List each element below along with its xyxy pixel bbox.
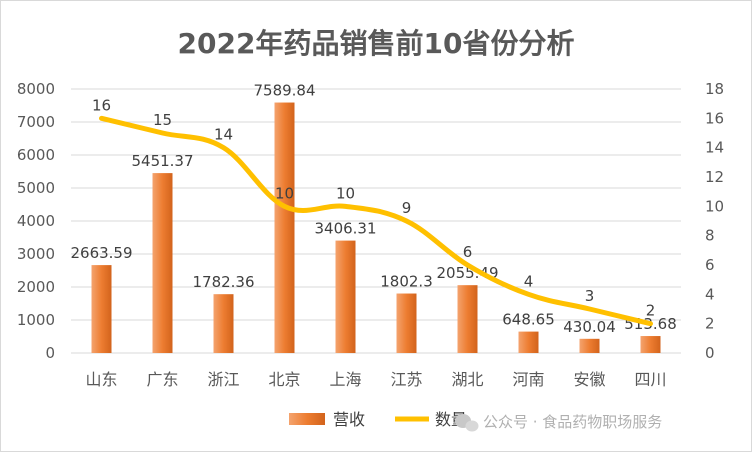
line-data-label: 15 [153, 111, 172, 129]
legend-swatch-revenue [289, 413, 325, 425]
line-data-label: 6 [463, 243, 473, 261]
bar-data-label: 1802.3 [380, 273, 433, 291]
y-left-tick-label: 8000 [17, 80, 55, 98]
bar [213, 294, 234, 353]
y-right-tick-label: 18 [705, 80, 724, 98]
x-tick-label: 湖北 [451, 370, 483, 389]
bar-data-label: 2055.49 [436, 264, 498, 282]
line-data-label: 3 [585, 287, 595, 305]
y-left-tick-label: 4000 [17, 212, 55, 230]
line-series [99, 115, 653, 327]
wechat-icon [455, 414, 479, 432]
bar-data-label: 5451.37 [131, 152, 193, 170]
x-tick-label: 四川 [634, 370, 666, 389]
legend-label-revenue: 营收 [333, 410, 365, 429]
y-left-tick-label: 0 [45, 344, 55, 362]
x-axis: 山东 广东 浙江 北京 上海 江苏 湖北 河南 安徽 四川 [85, 370, 666, 389]
line-data-label: 16 [92, 96, 111, 114]
line-data-labels: 16 15 14 10 10 9 6 4 3 2 [92, 96, 655, 319]
y-right-tick-label: 2 [705, 315, 715, 333]
bar [396, 293, 417, 353]
y-left-tick-label: 7000 [17, 113, 55, 131]
line-data-label: 2 [646, 302, 656, 320]
bar [457, 285, 478, 353]
bar [91, 265, 112, 353]
y-right-tick-label: 4 [705, 285, 715, 303]
bar [274, 102, 295, 353]
y-right-tick-label: 8 [705, 227, 715, 245]
y-left-tick-label: 5000 [17, 179, 55, 197]
bar-data-label: 1782.36 [192, 273, 254, 291]
y-right-tick-label: 6 [705, 256, 715, 274]
bar-data-label: 7589.84 [253, 82, 315, 100]
y-left-tick-label: 2000 [17, 278, 55, 296]
bar [640, 336, 661, 353]
legend-item-revenue: 营收 [289, 410, 365, 429]
bar-data-label: 430.04 [563, 318, 616, 336]
line-data-label: 9 [402, 199, 412, 217]
y-right-tick-label: 14 [705, 139, 724, 157]
x-tick-label: 山东 [85, 370, 117, 389]
x-tick-label: 河南 [512, 370, 544, 389]
bar [579, 338, 600, 353]
y-axis-right: 0 2 4 6 8 10 12 14 16 18 [705, 80, 724, 362]
line-data-label: 10 [275, 184, 294, 202]
line-data-label: 10 [336, 184, 355, 202]
line-data-label: 4 [524, 272, 534, 290]
bar [335, 240, 356, 353]
bar-data-label: 2663.59 [70, 244, 132, 262]
watermark: 公众号 · 食品药物职场服务 [455, 413, 662, 432]
x-tick-label: 广东 [146, 370, 178, 389]
bar-data-label: 3406.31 [314, 220, 376, 238]
quantity-line [99, 115, 653, 327]
y-left-tick-label: 1000 [17, 311, 55, 329]
legend: 营收 数量 [289, 410, 467, 429]
y-left-tick-label: 6000 [17, 146, 55, 164]
bar-series [91, 102, 661, 353]
bar-data-label: 648.65 [502, 311, 555, 329]
x-tick-label: 安徽 [573, 370, 605, 389]
line-data-label: 14 [214, 126, 233, 144]
y-axis-left: 0 1000 2000 3000 4000 5000 6000 7000 8000 [17, 80, 55, 362]
x-tick-label: 北京 [268, 370, 300, 389]
x-tick-label: 浙江 [207, 370, 239, 389]
watermark-text: 公众号 · 食品药物职场服务 [483, 413, 662, 431]
y-right-tick-label: 10 [705, 197, 724, 215]
y-right-tick-label: 12 [705, 168, 724, 186]
x-tick-label: 上海 [329, 370, 361, 389]
x-tick-label: 江苏 [390, 370, 422, 389]
bar [152, 173, 173, 353]
y-right-tick-label: 0 [705, 344, 715, 362]
chart-title: 2022年药品销售前10省份分析 [178, 27, 575, 60]
gridlines [71, 88, 681, 354]
y-right-tick-label: 16 [705, 109, 724, 127]
y-left-tick-label: 3000 [17, 245, 55, 263]
bar [518, 331, 539, 353]
